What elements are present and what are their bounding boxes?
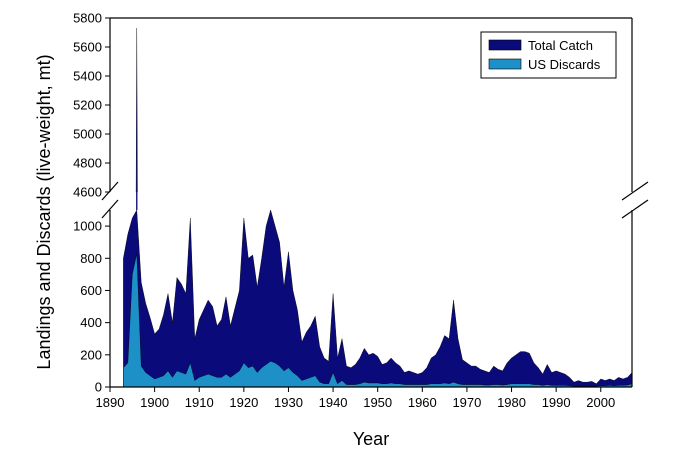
y-tick-label: 400	[80, 315, 102, 330]
x-tick-label: 1900	[140, 395, 169, 410]
x-tick-label: 1940	[319, 395, 348, 410]
axis-break-mark-right-2	[621, 199, 649, 219]
series-area-total-catch	[123, 209, 633, 388]
y-tick-label: 5000	[73, 127, 102, 142]
series-upper-area-total-catch	[135, 28, 138, 193]
x-tick-label: 1980	[497, 395, 526, 410]
y-tick-label: 5200	[73, 98, 102, 113]
legend: Total Catch US Discards	[480, 31, 617, 79]
legend-box	[480, 31, 617, 79]
axes	[101, 17, 649, 388]
series-area-us-discards	[123, 253, 633, 388]
series-break-fill-total-catch	[136, 192, 138, 210]
y-tick-label: 600	[80, 283, 102, 298]
lower-panel-series	[123, 209, 633, 388]
x-tick-label: 1890	[96, 395, 125, 410]
y-tick-label: 5400	[73, 69, 102, 84]
legend-swatch-us-discards	[488, 58, 522, 70]
y-tick-label: 5800	[73, 11, 102, 26]
axis-break-mark-left-2	[101, 199, 119, 219]
x-tick-label: 1960	[408, 395, 437, 410]
x-tick-label: 2000	[586, 395, 615, 410]
y-axis-ticks: 0 200 400 600 800 1000 4600 4800 5000 5200 5400 560…	[73, 11, 110, 395]
x-tick-label: 1910	[185, 395, 214, 410]
x-tick-label: 1970	[452, 395, 481, 410]
y-tick-label: 4600	[73, 185, 102, 200]
y-tick-label: 4800	[73, 156, 102, 171]
y-tick-label: 0	[95, 380, 102, 395]
axis-break-mark-right-1	[621, 181, 649, 201]
axis-break-mark-left-1	[101, 181, 119, 201]
y-tick-label: 5600	[73, 40, 102, 55]
y-tick-label: 800	[80, 251, 102, 266]
x-axis-title: Year	[353, 429, 389, 449]
x-tick-label: 1950	[363, 395, 392, 410]
x-tick-label: 1930	[274, 395, 303, 410]
y-axis-title: Landings and Discards (live-weight, mt)	[34, 54, 54, 369]
y-tick-label: 1000	[73, 219, 102, 234]
x-tick-label: 1990	[542, 395, 571, 410]
upper-panel-series	[135, 28, 138, 210]
legend-label-us-discards: US Discards	[528, 57, 601, 72]
x-axis-ticks: 1890 1900 1910 1920 1930 1940 1950 1960 1970 1980…	[96, 387, 615, 410]
x-tick-label: 1920	[229, 395, 258, 410]
legend-label-total-catch: Total Catch	[528, 38, 593, 53]
legend-swatch-total-catch	[488, 39, 522, 51]
y-tick-label: 200	[80, 347, 102, 362]
